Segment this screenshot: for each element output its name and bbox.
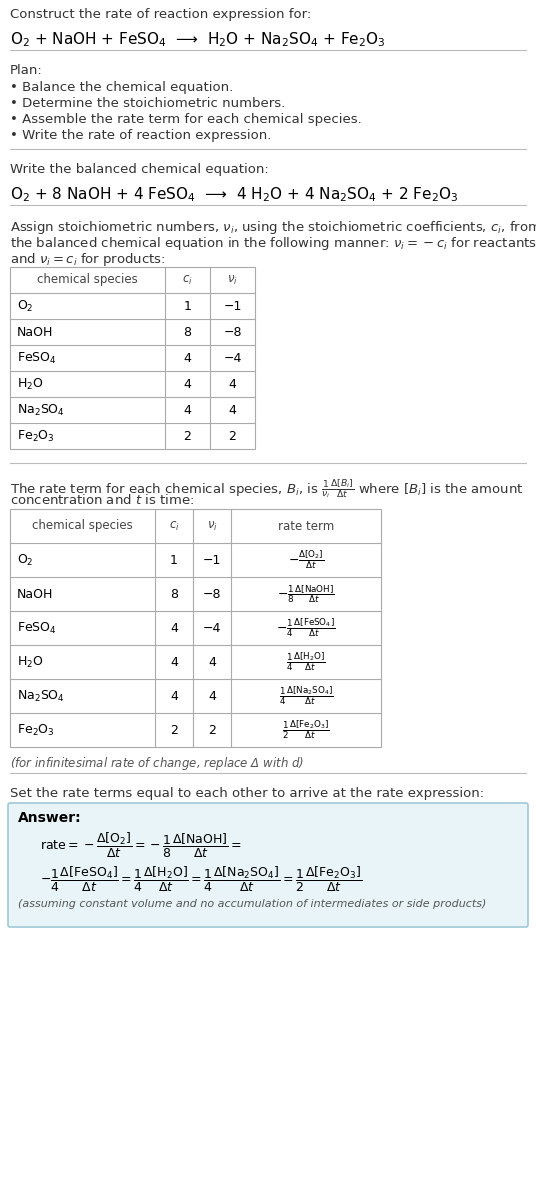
Text: (for infinitesimal rate of change, replace Δ with $d$): (for infinitesimal rate of change, repla…: [10, 755, 304, 772]
Text: • Balance the chemical equation.: • Balance the chemical equation.: [10, 80, 233, 94]
Text: 1: 1: [170, 553, 178, 566]
Text: Set the rate terms equal to each other to arrive at the rate expression:: Set the rate terms equal to each other t…: [10, 787, 484, 800]
Text: −1: −1: [224, 300, 242, 312]
Text: O$_2$ + 8 NaOH + 4 FeSO$_4$  ⟶  4 H$_2$O + 4 Na$_2$SO$_4$ + 2 Fe$_2$O$_3$: O$_2$ + 8 NaOH + 4 FeSO$_4$ ⟶ 4 H$_2$O +…: [10, 185, 458, 204]
Text: 8: 8: [183, 325, 191, 338]
Text: 2: 2: [208, 724, 216, 737]
Text: the balanced chemical equation in the following manner: $\nu_i = -c_i$ for react: the balanced chemical equation in the fo…: [10, 235, 536, 252]
Text: concentration and $t$ is time:: concentration and $t$ is time:: [10, 493, 194, 506]
Text: O$_2$: O$_2$: [17, 552, 34, 568]
Text: $-\frac{1}{4}\frac{\Delta[\mathrm{FeSO_4}]}{\Delta t}$: $-\frac{1}{4}\frac{\Delta[\mathrm{FeSO_4…: [276, 617, 336, 640]
Text: 8: 8: [170, 588, 178, 600]
Text: 4: 4: [170, 690, 178, 702]
Text: H$_2$O: H$_2$O: [17, 654, 43, 670]
Text: 2: 2: [183, 430, 191, 443]
Text: 2: 2: [170, 724, 178, 737]
Text: H$_2$O: H$_2$O: [17, 377, 43, 391]
Text: 4: 4: [228, 403, 236, 416]
Bar: [10, 266, 255, 449]
Text: $\frac{1}{4}\frac{\Delta[\mathrm{Na_2SO_4}]}{\Delta t}$: $\frac{1}{4}\frac{\Delta[\mathrm{Na_2SO_…: [279, 685, 333, 707]
Text: Construct the rate of reaction expression for:: Construct the rate of reaction expressio…: [10, 8, 311, 20]
Text: Fe$_2$O$_3$: Fe$_2$O$_3$: [17, 428, 55, 444]
Text: (assuming constant volume and no accumulation of intermediates or side products): (assuming constant volume and no accumul…: [18, 899, 486, 910]
Text: $-\frac{1}{8}\frac{\Delta[\mathrm{NaOH}]}{\Delta t}$: $-\frac{1}{8}\frac{\Delta[\mathrm{NaOH}]…: [277, 583, 335, 605]
Text: −1: −1: [203, 553, 221, 566]
Text: chemical species: chemical species: [32, 520, 133, 533]
Text: The rate term for each chemical species, $B_i$, is $\frac{1}{\nu_i}\frac{\Delta[: The rate term for each chemical species,…: [10, 476, 524, 500]
Text: 4: 4: [170, 655, 178, 668]
Text: FeSO$_4$: FeSO$_4$: [17, 350, 57, 366]
Text: NaOH: NaOH: [17, 325, 54, 338]
Text: 4: 4: [228, 378, 236, 390]
Text: FeSO$_4$: FeSO$_4$: [17, 620, 57, 636]
Text: • Assemble the rate term for each chemical species.: • Assemble the rate term for each chemic…: [10, 113, 362, 126]
Text: −8: −8: [203, 588, 221, 600]
Text: $c_i$: $c_i$: [182, 274, 193, 287]
FancyBboxPatch shape: [8, 803, 528, 926]
Text: and $\nu_i = c_i$ for products:: and $\nu_i = c_i$ for products:: [10, 251, 166, 268]
Text: −4: −4: [224, 352, 242, 365]
Bar: [10, 509, 381, 746]
Text: 4: 4: [183, 403, 191, 416]
Text: $\frac{1}{2}\frac{\Delta[\mathrm{Fe_2O_3}]}{\Delta t}$: $\frac{1}{2}\frac{\Delta[\mathrm{Fe_2O_3…: [282, 719, 330, 742]
Text: rate term: rate term: [278, 520, 334, 533]
Text: $\mathrm{rate} = -\dfrac{\Delta[\mathrm{O_2}]}{\Delta t} = -\dfrac{1}{8}\dfrac{\: $\mathrm{rate} = -\dfrac{\Delta[\mathrm{…: [40, 830, 242, 860]
Text: Na$_2$SO$_4$: Na$_2$SO$_4$: [17, 689, 65, 703]
Text: O$_2$: O$_2$: [17, 299, 34, 313]
Text: • Write the rate of reaction expression.: • Write the rate of reaction expression.: [10, 128, 271, 142]
Text: 4: 4: [183, 352, 191, 365]
Text: • Determine the stoichiometric numbers.: • Determine the stoichiometric numbers.: [10, 97, 285, 110]
Text: −4: −4: [203, 622, 221, 635]
Text: Na$_2$SO$_4$: Na$_2$SO$_4$: [17, 402, 65, 418]
Text: $c_i$: $c_i$: [169, 520, 180, 533]
Text: Answer:: Answer:: [18, 811, 81, 826]
Text: Write the balanced chemical equation:: Write the balanced chemical equation:: [10, 163, 269, 176]
Text: 4: 4: [208, 655, 216, 668]
Text: O$_2$ + NaOH + FeSO$_4$  ⟶  H$_2$O + Na$_2$SO$_4$ + Fe$_2$O$_3$: O$_2$ + NaOH + FeSO$_4$ ⟶ H$_2$O + Na$_2…: [10, 30, 386, 49]
Text: 1: 1: [183, 300, 191, 312]
Text: Plan:: Plan:: [10, 64, 43, 77]
Text: $-\dfrac{1}{4}\dfrac{\Delta[\mathrm{FeSO_4}]}{\Delta t} = \dfrac{1}{4}\dfrac{\De: $-\dfrac{1}{4}\dfrac{\Delta[\mathrm{FeSO…: [40, 865, 362, 894]
Text: 4: 4: [183, 378, 191, 390]
Text: −8: −8: [224, 325, 242, 338]
Text: 2: 2: [228, 430, 236, 443]
Text: $-\frac{\Delta[\mathrm{O_2}]}{\Delta t}$: $-\frac{\Delta[\mathrm{O_2}]}{\Delta t}$: [288, 548, 324, 571]
Text: Fe$_2$O$_3$: Fe$_2$O$_3$: [17, 722, 55, 738]
Text: $\frac{1}{4}\frac{\Delta[\mathrm{H_2O}]}{\Delta t}$: $\frac{1}{4}\frac{\Delta[\mathrm{H_2O}]}…: [286, 650, 326, 673]
Text: 4: 4: [170, 622, 178, 635]
Text: $\nu_i$: $\nu_i$: [206, 520, 218, 533]
Text: NaOH: NaOH: [17, 588, 54, 600]
Text: 4: 4: [208, 690, 216, 702]
Text: Assign stoichiometric numbers, $\nu_i$, using the stoichiometric coefficients, $: Assign stoichiometric numbers, $\nu_i$, …: [10, 218, 536, 236]
Text: chemical species: chemical species: [37, 274, 138, 287]
Text: $\nu_i$: $\nu_i$: [227, 274, 238, 287]
